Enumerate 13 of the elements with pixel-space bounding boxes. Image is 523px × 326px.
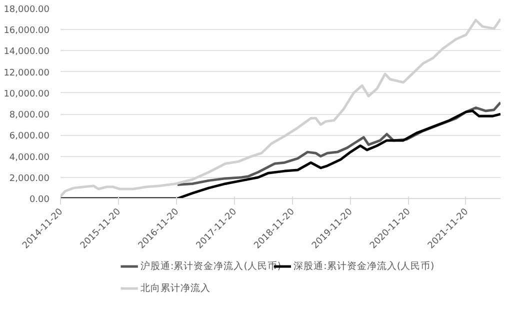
y-tick-label: 2,000.00 bbox=[9, 174, 50, 184]
y-tick-label: 4,000.00 bbox=[9, 152, 50, 163]
line-series bbox=[60, 110, 500, 198]
y-tick-label: 10,000.00 bbox=[4, 89, 50, 100]
y-tick-label: 12,000.00 bbox=[4, 68, 50, 78]
legend-label: 北向累计净流入 bbox=[140, 282, 210, 294]
y-tick-label: 14,000.00 bbox=[4, 47, 50, 58]
y-tick-label: 8,000.00 bbox=[9, 110, 50, 121]
y-tick-label: 16,000.00 bbox=[4, 26, 50, 36]
y-tick-label: 0.00 bbox=[29, 195, 50, 205]
y-tick-label: 6,000.00 bbox=[9, 132, 50, 142]
legend-label: 深股通:累计资金净流入(人民币) bbox=[294, 260, 434, 272]
y-tick-label: 18,000.00 bbox=[4, 5, 50, 15]
